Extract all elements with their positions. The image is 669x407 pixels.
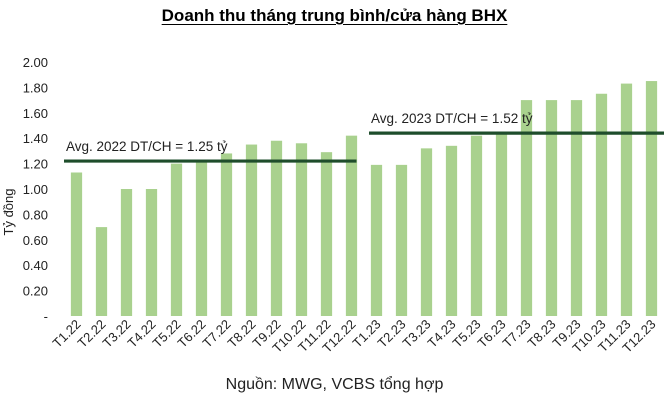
x-tick-label: T2.22 [75,317,109,351]
bar [70,172,83,316]
y-tick-label: 1.40 [23,131,48,146]
chart-title: Doanh thu tháng trung bình/cửa hàng BHX [161,6,508,25]
x-tick-label: T4.23 [425,317,459,351]
y-tick-label: 2.00 [23,55,48,70]
y-tick-label: 1.00 [23,182,48,197]
x-tick-label: T8.22 [225,317,259,351]
bar [545,100,558,316]
y-tick-label: 0.20 [23,284,48,299]
bar [520,100,533,316]
y-tick-label: 0.80 [23,207,48,222]
x-tick-label: T4.22 [125,317,159,351]
y-axis-label: Tỷ đồng [1,189,16,236]
bar [345,135,358,316]
bar [270,140,283,316]
bar [320,152,333,316]
bar [445,145,458,316]
bar [245,144,258,316]
bars [70,81,658,316]
x-tick-label: T3.23 [400,317,434,351]
average-label: Avg. 2023 DT/CH = 1.52 tỷ [371,111,533,126]
bar [170,163,183,316]
bar [595,93,608,316]
x-tick-label: T8.23 [525,317,559,351]
bar [645,81,658,316]
y-tick-label: 1.60 [23,106,48,121]
bar [470,135,483,316]
bar [370,164,383,316]
x-tick-label: T7.23 [500,317,534,351]
bar [570,100,583,316]
bar [395,164,408,316]
x-tick-label: T2.23 [375,317,409,351]
bar [420,148,433,316]
y-axis-ticks: - 0.20 0.40 0.60 0.80 1.00 1.20 1.40 1.60 1.80 2.0… [23,55,48,324]
bar [120,189,133,316]
x-tick-label: T6.23 [475,317,509,351]
x-tick-label: T7.22 [200,317,234,351]
y-tick-label: 1.20 [23,157,48,172]
y-tick-label: 1.80 [23,80,48,95]
x-tick-label: T1.22 [50,317,84,351]
source-note: Nguồn: MWG, VCBS tổng hợp [225,376,444,393]
average-annotations: Avg. 2022 DT/CH = 1.25 tỷ Avg. 2023 DT/CH… [64,111,664,163]
x-axis-ticks: T1.22T2.22T3.22T4.22T5.22T6.22T7.22T8.22… [50,317,659,356]
bar [195,161,208,316]
bar [495,131,508,316]
average-label: Avg. 2022 DT/CH = 1.25 tỷ [66,139,228,154]
y-tick-label: - [44,309,48,324]
x-tick-label: T6.22 [175,317,209,351]
y-tick-label: 0.60 [23,233,48,248]
y-tick-label: 0.40 [23,258,48,273]
bar [220,153,233,316]
bar [620,83,633,316]
bar [95,227,108,316]
x-tick-label: T5.23 [450,317,484,351]
x-tick-label: T3.22 [100,317,134,351]
bar [295,143,308,316]
bar [145,189,158,316]
x-tick-label: T1.23 [350,317,384,351]
x-tick-label: T5.22 [150,317,184,351]
